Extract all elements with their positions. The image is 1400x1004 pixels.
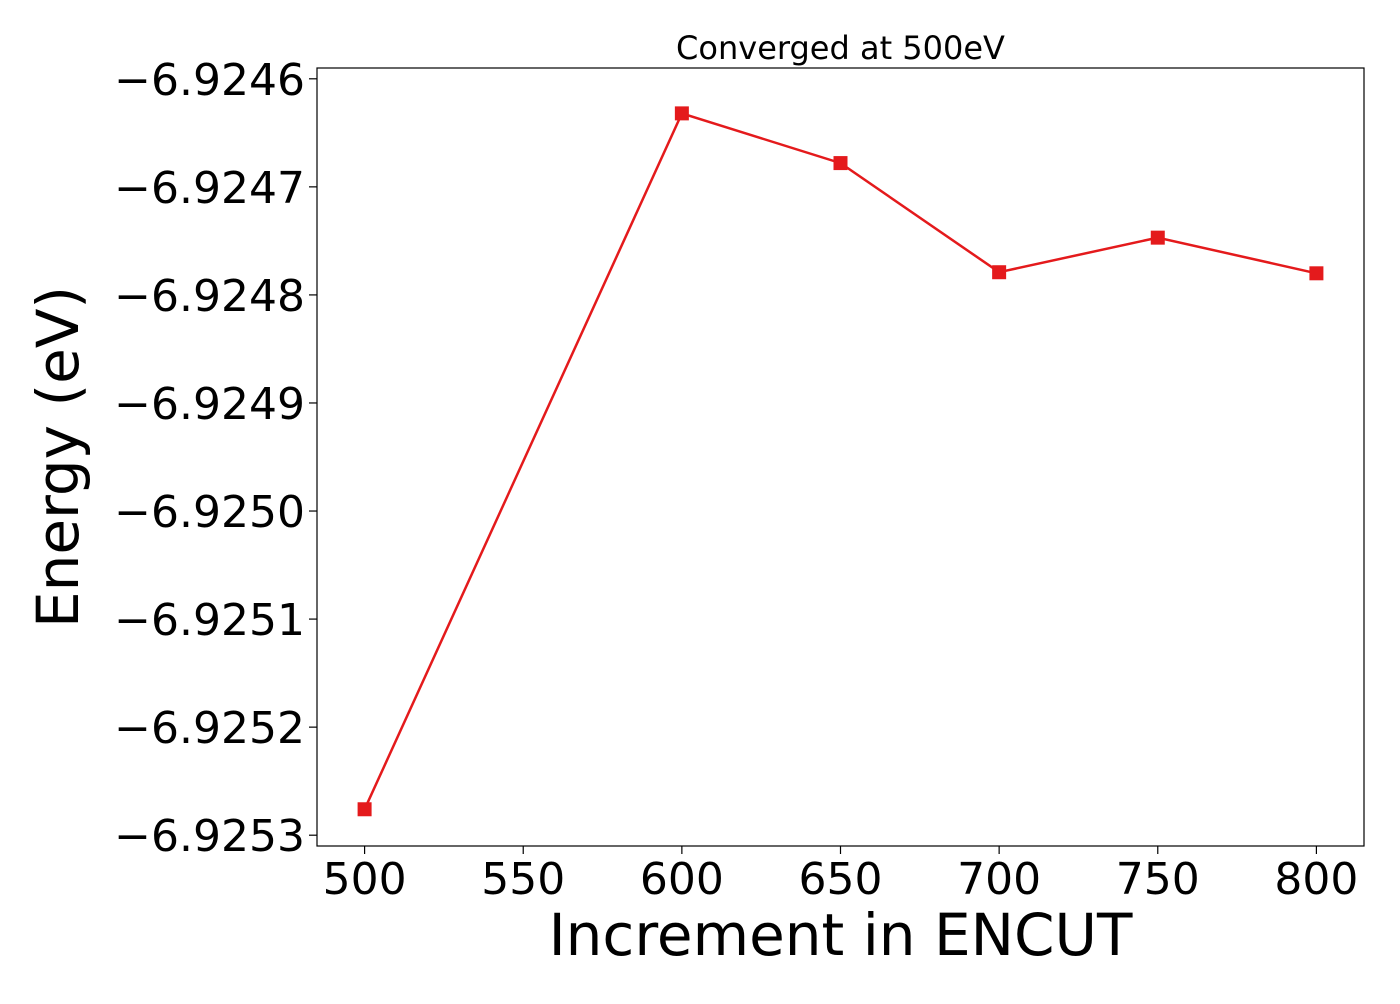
y-axis-label: Energy (eV) (24, 286, 92, 628)
data-point (833, 156, 848, 171)
y-tick-label: −6.9247 (114, 163, 305, 214)
data-point (992, 265, 1007, 280)
series-line (363, 111, 1317, 810)
y-tick-label: −6.9253 (114, 811, 305, 862)
x-tick-label: 550 (481, 854, 565, 905)
y-tick-label: −6.9248 (114, 271, 305, 322)
y-tick-label: −6.9246 (114, 55, 305, 106)
y-tick-label: −6.9249 (114, 379, 305, 430)
plot-layer: 500 550 600 650 700 750 800 −6.9246 −6.9247 −6.92… (114, 55, 1365, 905)
chart-title: Converged at 500eV (676, 29, 1005, 67)
x-tick-label: 750 (1116, 854, 1200, 905)
x-tick-label: 650 (799, 854, 883, 905)
y-tick-label: −6.9252 (114, 703, 305, 754)
data-point (357, 802, 372, 817)
x-tick-label: 500 (323, 854, 407, 905)
x-tick-label: 600 (640, 854, 724, 905)
x-axis-label: Increment in ENCUT (549, 901, 1133, 969)
data-point (674, 106, 689, 121)
x-tick-label: 700 (957, 854, 1041, 905)
y-tick-label: −6.9250 (114, 487, 305, 538)
plot-frame (316, 67, 1365, 847)
data-point (1309, 266, 1324, 281)
data-point (1150, 230, 1165, 245)
x-tick-label: 800 (1274, 854, 1358, 905)
y-tick-label: −6.9251 (114, 595, 305, 646)
